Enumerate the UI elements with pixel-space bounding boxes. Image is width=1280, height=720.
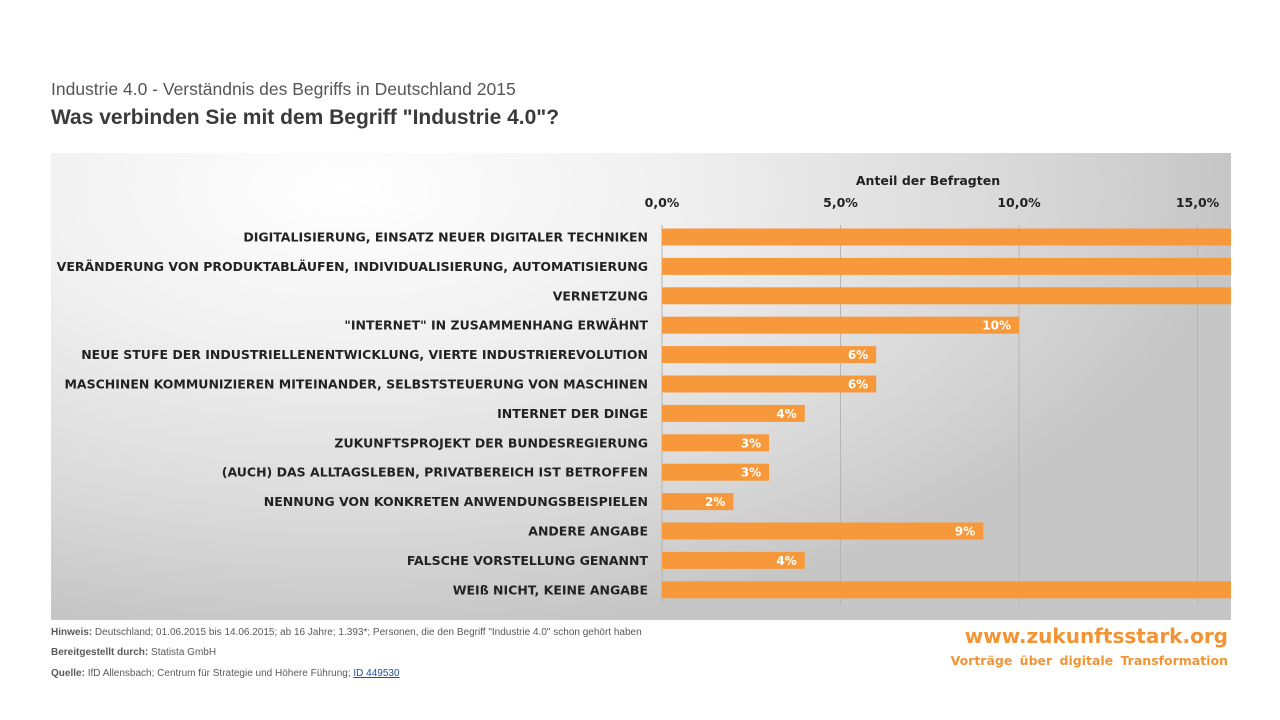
x-tick-label: 5,0%	[823, 195, 858, 210]
bar	[662, 522, 984, 540]
bar	[662, 228, 1231, 246]
data-label: 6%	[848, 348, 868, 362]
brand-tagline: Vorträge über digitale Transformation	[950, 653, 1228, 668]
bar	[662, 404, 805, 422]
data-label: 3%	[741, 466, 761, 480]
x-axis-ticks: 0,0%5,0%10,0%15,0%20,0%25,0%30,0%	[645, 195, 1220, 210]
footer-note: Hinweis: Deutschland; 01.06.2015 bis 14.…	[51, 627, 642, 638]
bar	[662, 346, 877, 364]
data-label: 2%	[705, 495, 725, 509]
category-label: WEIß NICHT, KEINE ANGABE	[453, 582, 648, 597]
footer-note-text: Deutschland; 01.06.2015 bis 14.06.2015; …	[94, 627, 642, 638]
brand-url-link[interactable]: www.zukunftsstark.org	[964, 624, 1228, 648]
chart-panel: Anteil der Befragten 0,0% 5,0% 10,0% 15,0% 2…	[51, 153, 1231, 620]
page-title: Was verbinden Sie mit dem Begriff "Indus…	[51, 106, 560, 129]
data-label: 3%	[741, 436, 761, 450]
footer-provided-text: Statista GmbH	[151, 647, 217, 658]
bar	[662, 316, 1019, 334]
x-tick-label: 15,0%	[1176, 195, 1220, 210]
footer-provided: Bereitgestellt durch: Statista GmbH	[51, 647, 216, 658]
category-label: DIGITALISIERUNG, EINSATZ NEUER DIGITALER…	[243, 230, 648, 245]
chart-subtitle: Industrie 4.0 - Verständnis des Begriffs…	[51, 79, 516, 99]
category-label: NEUE STUFE DER INDUSTRIELLENENTWICKLUNG,…	[81, 347, 648, 362]
footer-source-label: Quelle:	[51, 668, 85, 679]
data-label: 6%	[848, 378, 868, 392]
bar	[662, 257, 1231, 275]
category-label: (AUCH) DAS ALLTAGSLEBEN, PRIVATBEREICH I…	[222, 465, 648, 480]
x-tick-label: 0,0%	[645, 195, 680, 210]
footer-source: Quelle: IfD Allensbach; Centrum für Stra…	[51, 668, 400, 679]
data-label: 10%	[982, 319, 1011, 333]
bar	[662, 434, 770, 452]
bar	[662, 375, 877, 393]
data-label: 9%	[955, 525, 975, 539]
category-label: ANDERE ANGABE	[528, 524, 648, 539]
bars: DIGITALISIERUNG, EINSATZ NEUER DIGITALER…	[57, 228, 1231, 599]
bar	[662, 463, 770, 481]
bar-chart: Anteil der Befragten 0,0% 5,0% 10,0% 15,0% 2…	[57, 173, 1231, 605]
footer-note-label: Hinweis:	[51, 627, 93, 638]
category-label: NENNUNG VON KONKRETEN ANWENDUNGSBEISPIEL…	[264, 494, 648, 509]
category-label: VERNETZUNG	[553, 288, 648, 303]
x-tick-label: 10,0%	[997, 195, 1041, 210]
footer-provided-label: Bereitgestellt durch:	[51, 647, 149, 658]
bar	[662, 551, 805, 569]
data-label: 4%	[776, 407, 796, 421]
footer-source-text: IfD Allensbach; Centrum für Strategie un…	[87, 668, 351, 679]
category-label: ZUKUNFTSPROJEKT DER BUNDESREGIERUNG	[334, 435, 648, 450]
category-label: VERÄNDERUNG VON PRODUKTABLÄUFEN, INDIVID…	[57, 259, 648, 274]
category-label: MASCHINEN KOMMUNIZIEREN MITEINANDER, SEL…	[64, 377, 648, 392]
data-label: 4%	[776, 554, 796, 568]
category-label: FALSCHE VORSTELLUNG GENANNT	[407, 553, 649, 568]
bar	[662, 493, 734, 511]
category-label: INTERNET DER DINGE	[497, 406, 648, 421]
bar	[662, 287, 1231, 305]
bar	[662, 581, 1231, 599]
x-axis-title: Anteil der Befragten	[856, 173, 1000, 188]
category-label: "INTERNET" IN ZUSAMMENHANG ERWÄHNT	[344, 318, 648, 333]
source-id-link[interactable]: ID 449530	[353, 668, 400, 679]
